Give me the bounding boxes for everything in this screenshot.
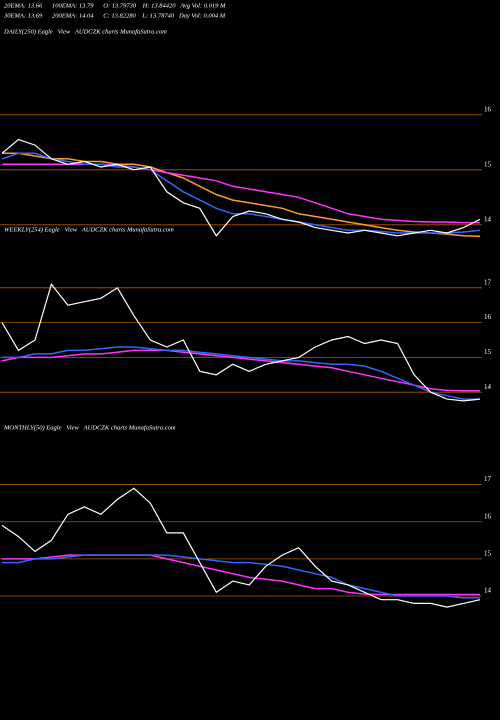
panel-title: DAILY(250) Eagle View AUDCZK charts Muna…	[3, 28, 167, 35]
y-tick-label: 16	[484, 313, 492, 321]
price-line	[1, 283, 481, 402]
header-line: 30EMA: 13.69 200EMA: 14.04 C: 13.82280 L…	[3, 12, 226, 19]
price-line	[1, 487, 481, 608]
y-tick-label: 16	[484, 512, 492, 520]
y-tick-label: 15	[484, 549, 492, 557]
y-tick-label: 17	[484, 475, 492, 483]
panel-title: MONTHLY(50) Eagle View AUDCZK charts Mun…	[3, 424, 176, 431]
y-tick-label: 14	[484, 215, 492, 223]
y-tick-label: 14	[484, 587, 492, 595]
price-line	[2, 346, 480, 400]
y-tick-label: 16	[484, 105, 492, 113]
price-line	[2, 152, 481, 238]
y-tick-label: 15	[484, 348, 492, 356]
price-line	[2, 554, 480, 599]
price-line	[1, 138, 481, 237]
y-tick-label: 14	[484, 383, 492, 391]
price-line	[2, 554, 480, 596]
header-line: 20EMA: 13.66 100EMA: 13.79 O: 13.79730 H…	[4, 2, 226, 9]
price-line	[1, 349, 480, 392]
y-tick-label: 17	[484, 278, 492, 286]
y-tick-label: 15	[484, 160, 492, 168]
panel-title: WEEKLY(254) Eagle View AUDCZK charts Mun…	[4, 226, 174, 233]
